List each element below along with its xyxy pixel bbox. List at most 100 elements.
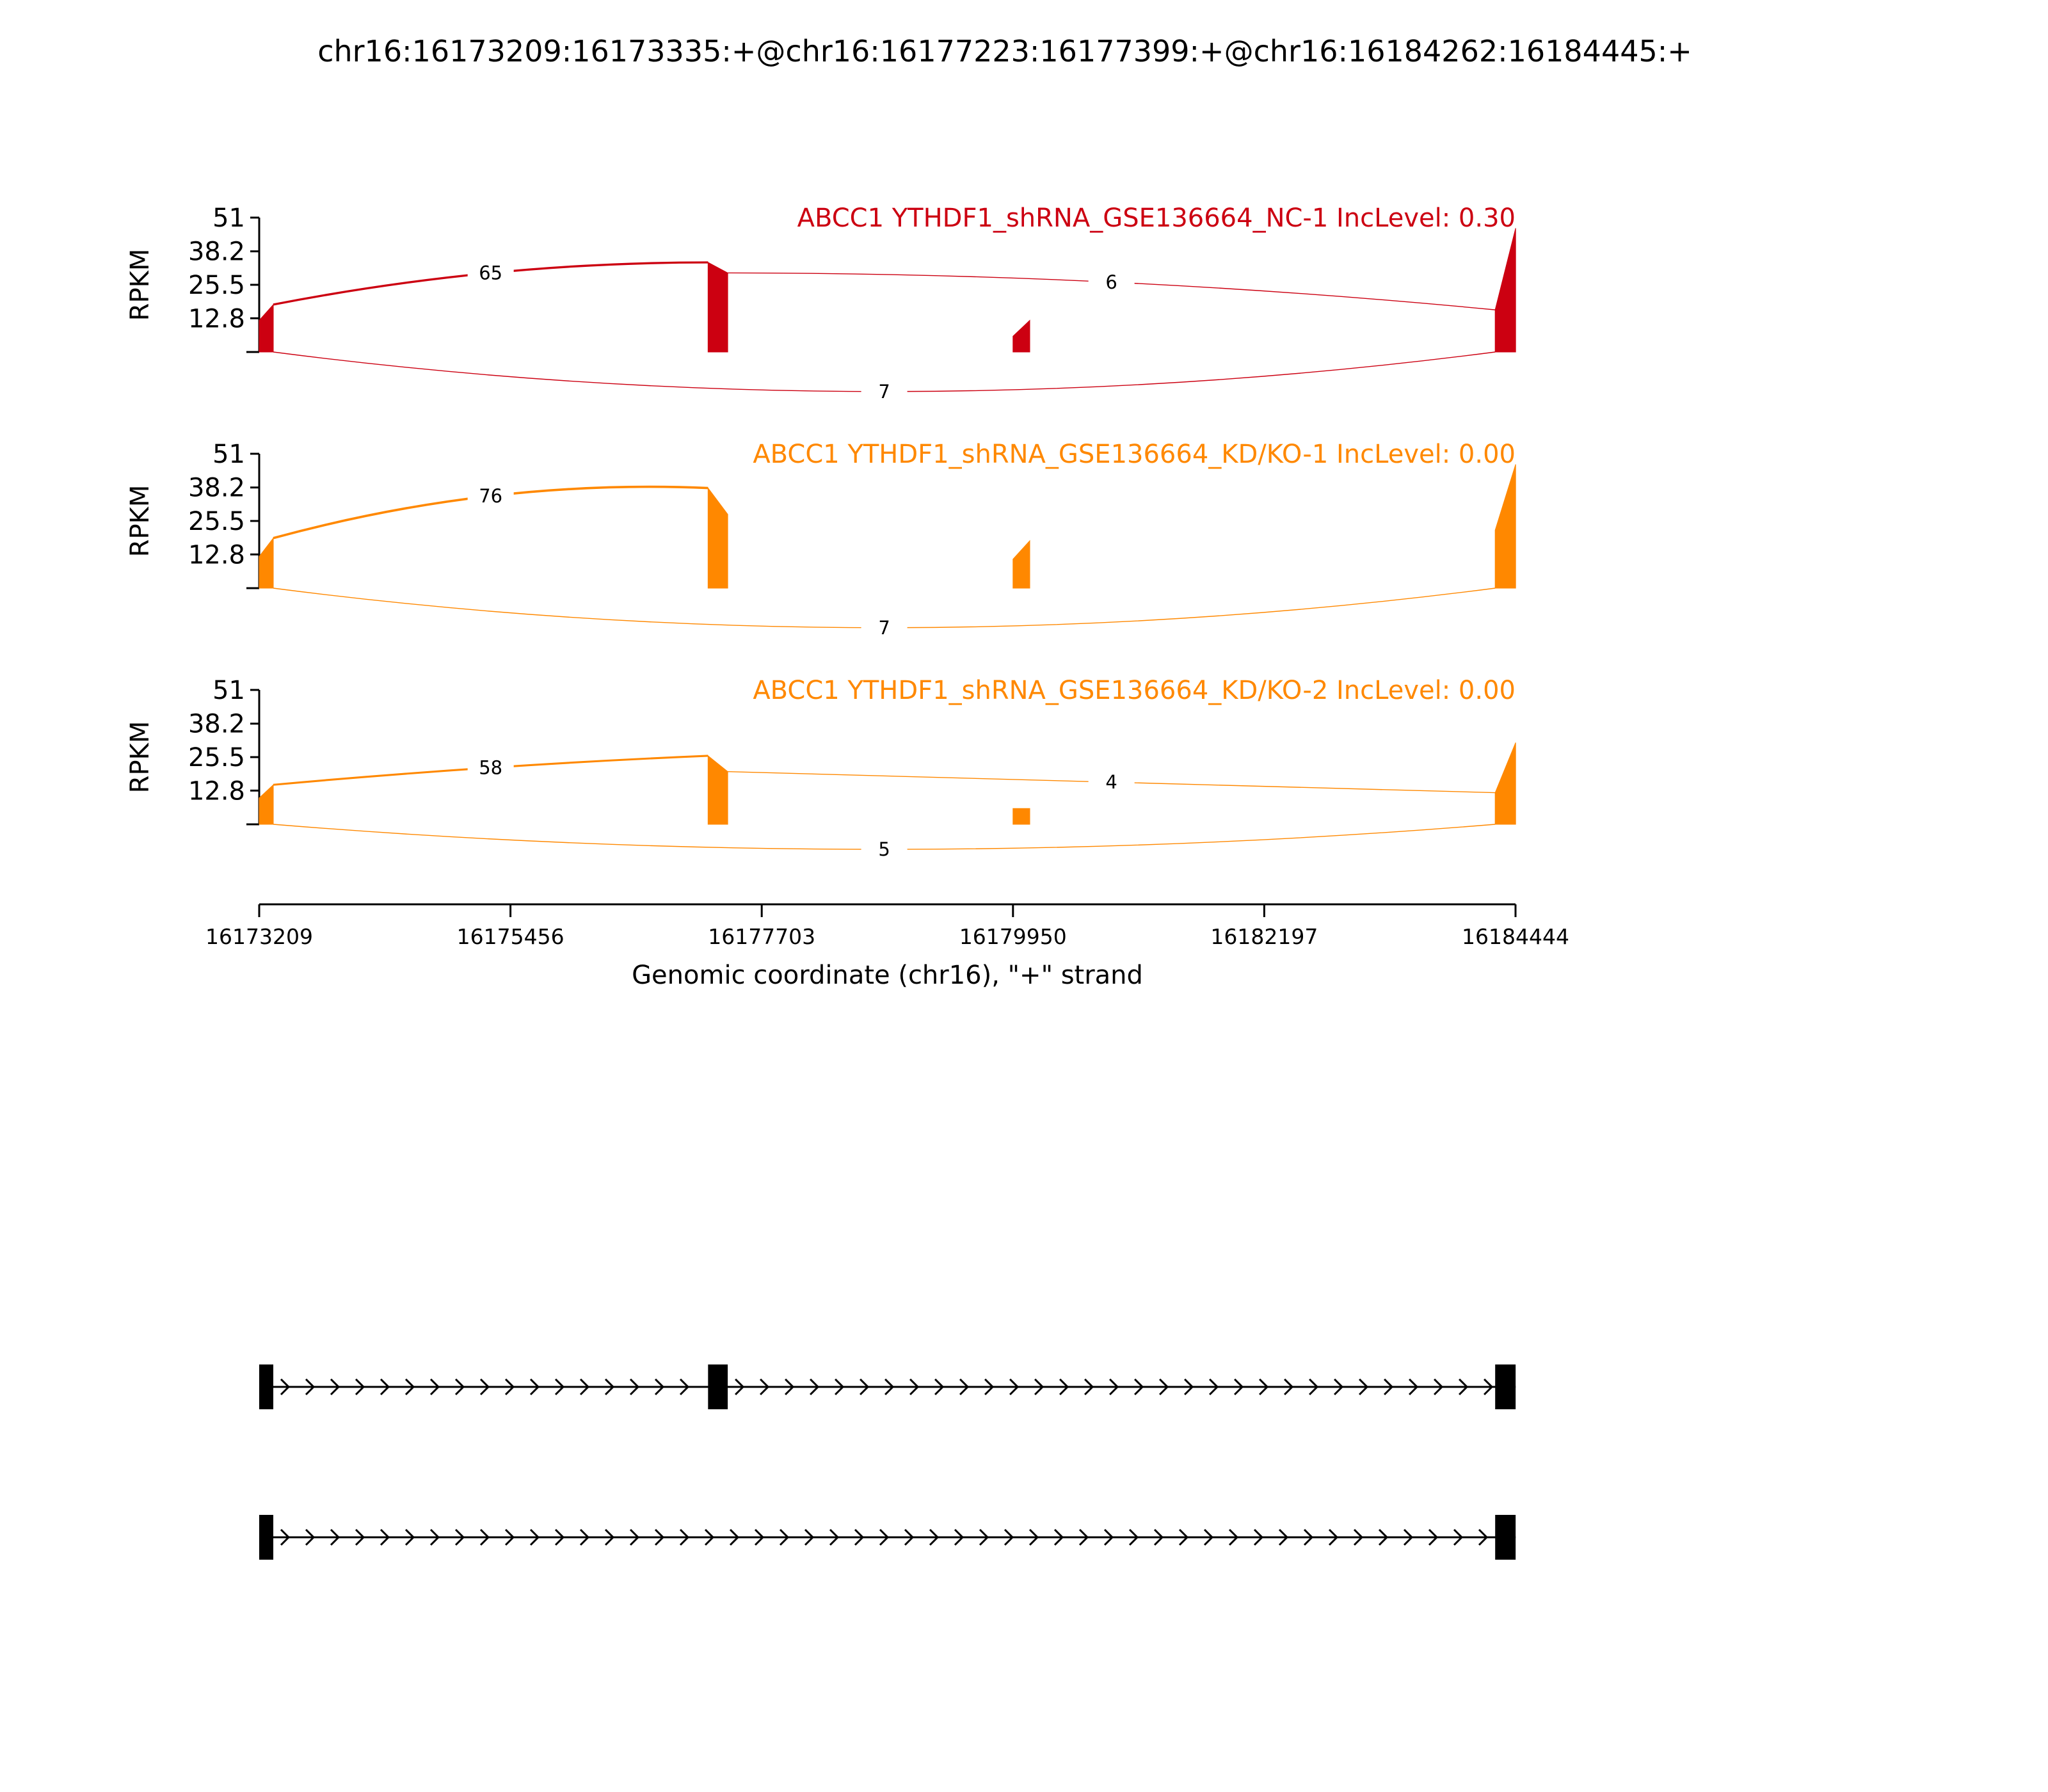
coverage-block	[707, 262, 728, 353]
exon-block	[708, 1364, 728, 1409]
x-tick-label: 16184444	[1462, 924, 1569, 949]
strand-arrow	[1159, 1378, 1169, 1396]
strand-arrow	[654, 1528, 665, 1546]
x-tick-label: 16177703	[708, 924, 815, 949]
strand-arrow	[1459, 1378, 1469, 1396]
strand-arrow	[479, 1528, 490, 1546]
strand-arrow	[1434, 1378, 1444, 1396]
strand-arrow	[529, 1528, 540, 1546]
strand-arrow	[679, 1378, 690, 1396]
strand-arrow	[1403, 1528, 1414, 1546]
coverage-block	[1012, 319, 1030, 353]
strand-arrow	[1484, 1378, 1494, 1396]
junction-label-bg	[467, 483, 514, 509]
isoform-track	[259, 1364, 1516, 1560]
panel-title: ABCC1 YTHDF1_shRNA_GSE136664_KD/KO-2 Inc…	[753, 676, 1516, 705]
junction-label-bg	[467, 755, 514, 781]
y-tick-label: 51	[212, 204, 245, 233]
junction-label: 76	[479, 485, 502, 507]
isoform-2	[259, 1515, 1516, 1560]
panel-2: 12.8 25.5 38.2 51 RPKM ABCC1 YTHDF1_shRNA_GSE…	[125, 440, 1516, 641]
strand-arrow	[1178, 1528, 1189, 1546]
strand-arrow	[529, 1378, 540, 1396]
strand-arrow	[355, 1528, 365, 1546]
strand-arrow	[785, 1378, 795, 1396]
strand-arrow	[1378, 1528, 1389, 1546]
y-tick-label: 25.5	[188, 507, 245, 536]
strand-arrow	[1253, 1528, 1264, 1546]
strand-arrow	[604, 1378, 615, 1396]
y-tick-label: 25.5	[188, 271, 245, 300]
junction-label: 65	[479, 262, 502, 284]
strand-arrow	[954, 1528, 964, 1546]
isoform-1	[259, 1364, 1516, 1409]
y-tick-label: 12.8	[188, 304, 245, 333]
strand-arrow	[479, 1378, 490, 1396]
strand-arrow	[909, 1378, 920, 1396]
strand-arrow	[454, 1378, 465, 1396]
strand-arrow	[330, 1528, 340, 1546]
panel-title: ABCC1 YTHDF1_shRNA_GSE136664_KD/KO-1 Inc…	[753, 440, 1516, 469]
strand-arrow	[380, 1528, 390, 1546]
junction-label: 4	[1105, 771, 1117, 793]
x-tick-label: 16179950	[959, 924, 1067, 949]
strand-arrow	[305, 1378, 316, 1396]
y-axis-label: RPKM	[125, 249, 155, 321]
coverage-block	[1494, 464, 1516, 589]
coverage-panels: 12.8 25.5 38.2 51 RPKM ABCC1 YTHDF1_shRNA_GSE…	[125, 204, 1516, 863]
strand-arrow	[554, 1378, 565, 1396]
coverage-block	[1012, 808, 1030, 825]
strand-arrow	[984, 1378, 995, 1396]
strand-arrow	[1059, 1378, 1069, 1396]
strand-arrow	[429, 1378, 440, 1396]
strand-arrow	[779, 1528, 790, 1546]
exon-block	[1495, 1515, 1516, 1560]
strand-arrow	[760, 1378, 770, 1396]
strand-arrow	[1084, 1378, 1094, 1396]
strand-arrow	[959, 1378, 970, 1396]
strand-arrow	[1109, 1378, 1119, 1396]
strand-arrow	[1128, 1528, 1139, 1546]
x-axis: 16173209 16175456 16177703 16179950 16182197…	[205, 903, 1569, 990]
strand-arrow	[454, 1528, 465, 1546]
junction-label-bg	[467, 260, 514, 286]
strand-arrow	[1428, 1528, 1439, 1546]
strand-arrow	[1009, 1378, 1020, 1396]
y-axis-label: RPKM	[125, 485, 155, 557]
strand-arrow	[579, 1528, 590, 1546]
strand-arrow	[860, 1378, 870, 1396]
coverage-block	[1494, 228, 1516, 353]
junction-label-bg	[1088, 269, 1135, 295]
junction-label: 58	[479, 756, 502, 778]
panel-3: 12.8 25.5 38.2 51 RPKM ABCC1 YTHDF1_shRNA_GSE…	[125, 676, 1516, 863]
coverage-block	[1012, 540, 1030, 589]
coverage-block	[1494, 742, 1516, 825]
y-tick-label: 51	[212, 676, 245, 705]
strand-arrow	[654, 1378, 665, 1396]
strand-arrow	[1259, 1378, 1269, 1396]
y-tick-label: 51	[212, 440, 245, 469]
strand-arrow	[810, 1378, 820, 1396]
exon-block	[259, 1515, 274, 1560]
strand-arrow	[1309, 1378, 1319, 1396]
strand-arrow	[1303, 1528, 1314, 1546]
y-tick-label: 12.8	[188, 776, 245, 806]
junction-label-bg	[861, 378, 908, 404]
x-tick-label: 16182197	[1210, 924, 1318, 949]
strand-arrow	[1359, 1378, 1369, 1396]
y-tick-label: 12.8	[188, 540, 245, 570]
strand-arrow	[629, 1378, 640, 1396]
strand-arrow	[1234, 1378, 1244, 1396]
strand-arrow	[1453, 1528, 1464, 1546]
strand-arrow	[1278, 1528, 1289, 1546]
strand-arrow	[1334, 1378, 1344, 1396]
strand-arrow	[1184, 1378, 1194, 1396]
x-axis-label: Genomic coordinate (chr16), "+" strand	[632, 961, 1143, 990]
strand-arrow	[1034, 1378, 1044, 1396]
coverage-block	[259, 784, 274, 825]
chart-title: chr16:16173209:16173335:+@chr16:16177223…	[317, 34, 1692, 68]
strand-arrow	[904, 1528, 915, 1546]
junction-label: 6	[1105, 271, 1117, 293]
x-tick-label: 16175456	[457, 924, 564, 949]
